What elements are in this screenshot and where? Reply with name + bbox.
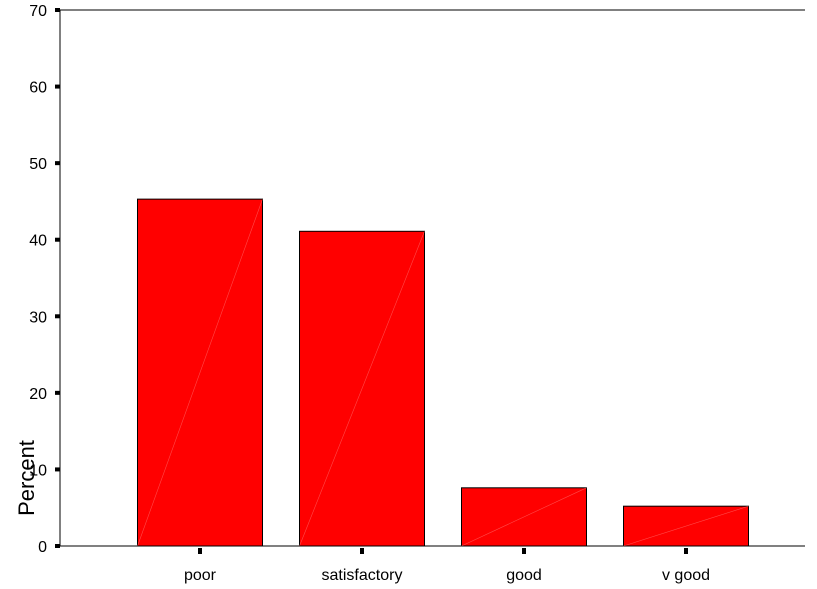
y-tick-label: 40 [29, 233, 47, 250]
x-tick-mark [684, 548, 688, 554]
y-tick-mark [55, 161, 60, 166]
y-tick-label: 60 [29, 80, 47, 97]
x-tick-mark [522, 548, 526, 554]
y-axis-title: Percent [14, 440, 39, 516]
x-axis: poor satisfactory good v good [184, 548, 710, 584]
x-tick-label: satisfactory [322, 567, 403, 584]
y-tick-label: 0 [38, 539, 47, 556]
x-tick-label: v good [662, 567, 710, 584]
y-tick-mark [55, 84, 60, 89]
x-tick-mark [360, 548, 364, 554]
y-tick-label: 70 [29, 3, 47, 20]
bars-group [137, 198, 749, 547]
y-tick-mark [55, 237, 60, 242]
y-axis: 0 10 20 30 40 50 60 70 [29, 3, 60, 556]
y-tick-label: 10 [29, 462, 47, 479]
y-tick-label: 30 [29, 309, 47, 326]
bar-diagonal [623, 505, 749, 547]
y-tick-mark [55, 467, 60, 472]
y-tick-mark [55, 390, 60, 395]
x-tick-label: good [506, 567, 542, 584]
bar-diagonal [299, 231, 425, 547]
bar-diagonal [461, 487, 587, 547]
y-tick-label: 50 [29, 156, 47, 173]
y-tick-mark [55, 8, 60, 12]
x-tick-label: poor [184, 567, 217, 584]
y-tick-mark [55, 314, 60, 319]
y-tick-label: 20 [29, 386, 47, 403]
bar-diagonal [137, 199, 263, 547]
x-tick-mark [198, 548, 202, 554]
y-tick-mark [55, 544, 60, 548]
